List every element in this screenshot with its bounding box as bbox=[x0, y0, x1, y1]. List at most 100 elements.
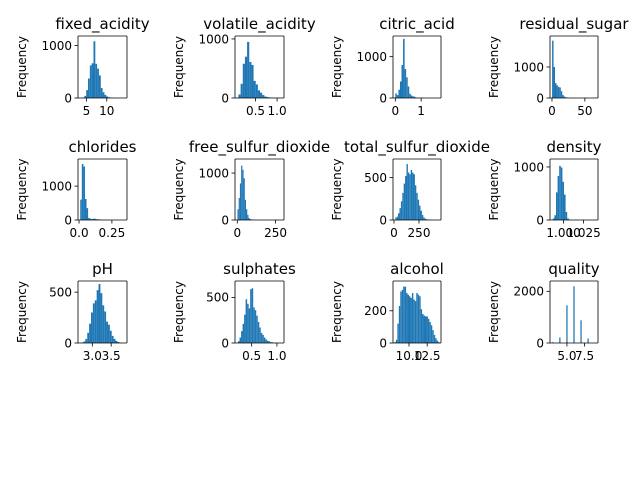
histogram-bar bbox=[413, 299, 415, 343]
y-tick-label: 1000 bbox=[41, 179, 72, 193]
y-axis-label: Frequency bbox=[487, 36, 501, 98]
histogram-bar bbox=[403, 183, 406, 220]
histogram-bar bbox=[556, 192, 558, 220]
x-tick-label: 0 bbox=[390, 226, 398, 240]
histogram-bar bbox=[409, 93, 411, 98]
histogram-bar bbox=[244, 199, 247, 220]
histogram-bar bbox=[557, 175, 560, 220]
histogram-bar bbox=[435, 338, 437, 343]
histogram-bar bbox=[410, 297, 412, 343]
histogram-bar bbox=[552, 40, 554, 98]
x-tick-label: 50 bbox=[577, 104, 592, 118]
histogram-bar bbox=[248, 308, 251, 343]
subplot-title: total_sulfur_dioxide bbox=[344, 138, 490, 157]
histogram-bar bbox=[113, 338, 116, 343]
subplot-residual-sugar: residual_sugar Frequency 0 1000 0 50 bbox=[487, 15, 629, 118]
histogram-bar bbox=[106, 321, 108, 343]
histogram-bar bbox=[263, 337, 266, 343]
histogram-bar bbox=[251, 288, 254, 343]
histogram-bar bbox=[238, 94, 241, 98]
y-tick-label: 1000 bbox=[198, 32, 229, 46]
histogram-bar bbox=[567, 218, 569, 220]
y-tick-label: 500 bbox=[206, 291, 229, 305]
histogram-bar bbox=[553, 67, 555, 98]
subplot-quality: quality Frequency 0 2000 5.07.5 bbox=[487, 260, 600, 363]
y-tick-label: 500 bbox=[364, 171, 387, 185]
histogram-bar bbox=[587, 338, 589, 343]
histogram-bar bbox=[407, 294, 409, 343]
histogram-bar bbox=[436, 340, 439, 343]
histogram-bar bbox=[395, 339, 398, 343]
histogram-bar bbox=[555, 83, 557, 98]
histogram-bar bbox=[410, 170, 413, 220]
histogram-bar bbox=[265, 339, 267, 343]
x-tick-label: 1.025 bbox=[566, 226, 600, 240]
y-axis-label: Frequency bbox=[15, 281, 29, 343]
y-tick-label: 500 bbox=[49, 285, 72, 299]
histogram-bar bbox=[251, 64, 254, 98]
subplot-pH: pH Frequency 0 500 3.0 3.5 bbox=[15, 260, 128, 363]
x-tick-label: 10.0 bbox=[396, 349, 423, 363]
histogram-bar bbox=[115, 340, 118, 343]
histogram-bar bbox=[259, 327, 261, 343]
y-tick-label: 0 bbox=[221, 91, 229, 105]
histogram-bar bbox=[89, 65, 92, 98]
y-axis-label: Frequency bbox=[330, 159, 344, 221]
histogram-bar bbox=[244, 56, 248, 98]
histogram-bar bbox=[557, 86, 560, 98]
y-tick-label: 1000 bbox=[41, 39, 72, 53]
histogram-bar bbox=[88, 78, 90, 98]
subplot-title: density bbox=[547, 138, 602, 156]
histogram-bar bbox=[242, 63, 245, 98]
histogram-bar bbox=[91, 63, 94, 98]
y-tick-label: 1000 bbox=[198, 166, 229, 180]
subplot-title: chlorides bbox=[69, 138, 137, 156]
subplot-title: sulphates bbox=[223, 260, 296, 278]
histogram-bar bbox=[100, 293, 103, 343]
histogram-bar bbox=[260, 332, 263, 343]
histogram-bar bbox=[241, 165, 243, 220]
y-tick-label: 200 bbox=[364, 304, 387, 318]
histogram-bar bbox=[97, 68, 99, 98]
histogram-bar bbox=[92, 218, 95, 220]
histogram-bar bbox=[560, 167, 563, 220]
histogram-bar bbox=[563, 96, 566, 98]
histogram-bar bbox=[414, 185, 417, 220]
x-tick-label: 1.0 bbox=[267, 349, 286, 363]
histogram-bar bbox=[247, 303, 249, 343]
histogram-bar bbox=[93, 41, 96, 98]
histogram-bar bbox=[266, 340, 269, 343]
histogram-bar bbox=[425, 316, 427, 343]
histogram-bar bbox=[421, 214, 424, 220]
histogram-bar bbox=[117, 341, 120, 343]
histogram-bar bbox=[562, 94, 564, 98]
histogram-bar bbox=[242, 169, 244, 220]
y-tick-label: 0 bbox=[64, 336, 72, 350]
histogram-bar bbox=[248, 218, 250, 220]
y-tick-label: 0 bbox=[64, 213, 72, 227]
x-tick-label: 250 bbox=[264, 226, 287, 240]
histogram-bar bbox=[401, 289, 404, 343]
histogram-bar bbox=[559, 165, 561, 220]
histogram-bar bbox=[556, 85, 558, 98]
histogram-bar bbox=[104, 94, 107, 98]
x-tick-label: 1.000 bbox=[546, 226, 580, 240]
histogram-bar bbox=[247, 214, 249, 220]
histogram-bar bbox=[566, 305, 568, 343]
histogram-bar bbox=[81, 164, 84, 220]
y-axis-label: Frequency bbox=[330, 281, 344, 343]
x-tick-label: 0.0 bbox=[70, 226, 89, 240]
histogram-bar bbox=[412, 172, 414, 220]
histogram-bar bbox=[257, 90, 261, 98]
histogram-bar bbox=[565, 212, 568, 220]
y-tick-label: 0 bbox=[221, 213, 229, 227]
y-tick-label: 0 bbox=[379, 213, 387, 227]
histogram-bar bbox=[242, 323, 245, 343]
x-tick-label: 12.5 bbox=[414, 349, 441, 363]
histogram-bar bbox=[102, 305, 105, 343]
histogram-bar bbox=[245, 299, 248, 343]
y-axis-label: Frequency bbox=[172, 281, 186, 343]
